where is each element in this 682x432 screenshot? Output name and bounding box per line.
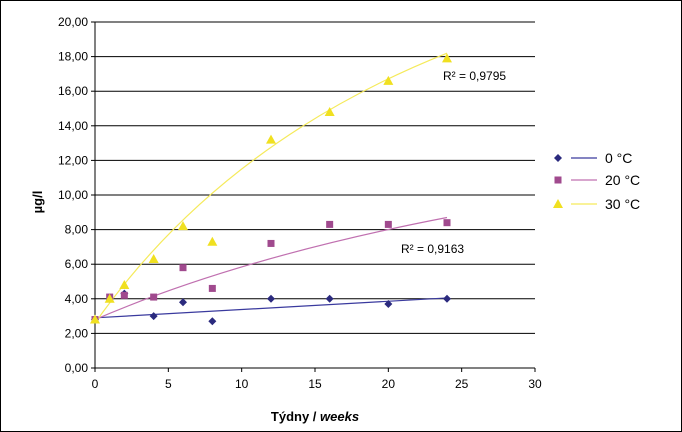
- y-tick-label: 12,00: [58, 153, 88, 167]
- data-point-0c: [325, 294, 334, 303]
- axes: 0,00 2,00 4,00 6,00 8,00 10,00 12,00 14,00 16,00…: [58, 15, 542, 391]
- x-tick-label: 20: [382, 377, 396, 391]
- trendline-30c: [94, 52, 448, 324]
- data-markers: [90, 53, 452, 326]
- trendline-20c: [94, 216, 448, 321]
- data-point-20c: [384, 220, 392, 228]
- data-point-20c: [120, 291, 128, 299]
- y-tick-label: 10,00: [58, 188, 88, 202]
- x-axis-title-main: Týdny /: [271, 409, 320, 424]
- y-tick-label: 18,00: [58, 50, 88, 64]
- y-tick-label: 2,00: [65, 326, 89, 340]
- y-tick-label: 6,00: [65, 257, 89, 271]
- grid-lines: [95, 21, 535, 334]
- x-tick-label: 10: [235, 377, 249, 391]
- legend-marker-0c: [554, 154, 562, 162]
- r2-label-30c: R² = 0,9795: [443, 69, 506, 83]
- data-point-30c: [90, 314, 100, 324]
- data-point-30c: [207, 236, 218, 246]
- legend-marker-30c: [553, 199, 563, 208]
- data-point-20c: [179, 264, 187, 272]
- y-axis-title: µg/l: [30, 191, 45, 214]
- data-point-30c: [442, 53, 452, 63]
- x-tick-label: 15: [308, 377, 322, 391]
- y-tick-label: 14,00: [58, 119, 88, 133]
- y-tick-label: 8,00: [65, 223, 89, 237]
- data-point-30c: [324, 106, 335, 116]
- labels: R² = 0,9163 R² = 0,9795: [401, 69, 506, 256]
- y-tick-label: 20,00: [58, 15, 88, 29]
- legend-label-0c: 0 °C: [605, 150, 632, 166]
- data-point-30c: [119, 279, 130, 289]
- legend-label-30c: 30 °C: [605, 196, 640, 212]
- data-point-20c: [267, 239, 275, 247]
- data-point-20c: [326, 220, 334, 228]
- y-tick-label: 0,00: [65, 361, 89, 375]
- x-tick-label: 0: [92, 377, 99, 391]
- trendline-0c: [94, 297, 448, 319]
- x-tick-label: 5: [165, 377, 172, 391]
- data-point-0c: [149, 312, 158, 321]
- x-tick-label: 30: [528, 377, 542, 391]
- data-point-0c: [384, 299, 393, 308]
- y-tick-label: 4,00: [65, 292, 89, 306]
- data-point-30c: [178, 221, 188, 231]
- data-point-30c: [104, 293, 115, 303]
- r2-label-20c: R² = 0,9163: [401, 242, 464, 256]
- legend: 0 °C 20 °C 30 °C: [553, 150, 640, 212]
- data-point-20c: [443, 219, 451, 227]
- data-point-20c: [150, 293, 158, 301]
- legend-label-20c: 20 °C: [605, 172, 640, 188]
- trendlines: [94, 52, 448, 324]
- data-point-30c: [383, 75, 394, 85]
- legend-marker-20c: [554, 176, 562, 184]
- data-point-30c: [266, 134, 276, 144]
- data-point-0c: [179, 298, 187, 307]
- x-axis-title-italic: weeks: [320, 409, 359, 424]
- data-point-0c: [267, 294, 275, 303]
- data-point-0c: [208, 317, 217, 326]
- data-point-0c: [443, 294, 451, 303]
- y-tick-label: 16,00: [58, 84, 88, 98]
- x-tick-label: 25: [455, 377, 469, 391]
- data-point-30c: [148, 254, 159, 264]
- data-point-20c: [208, 284, 216, 292]
- x-axis-title: Týdny / weeks: [271, 409, 359, 424]
